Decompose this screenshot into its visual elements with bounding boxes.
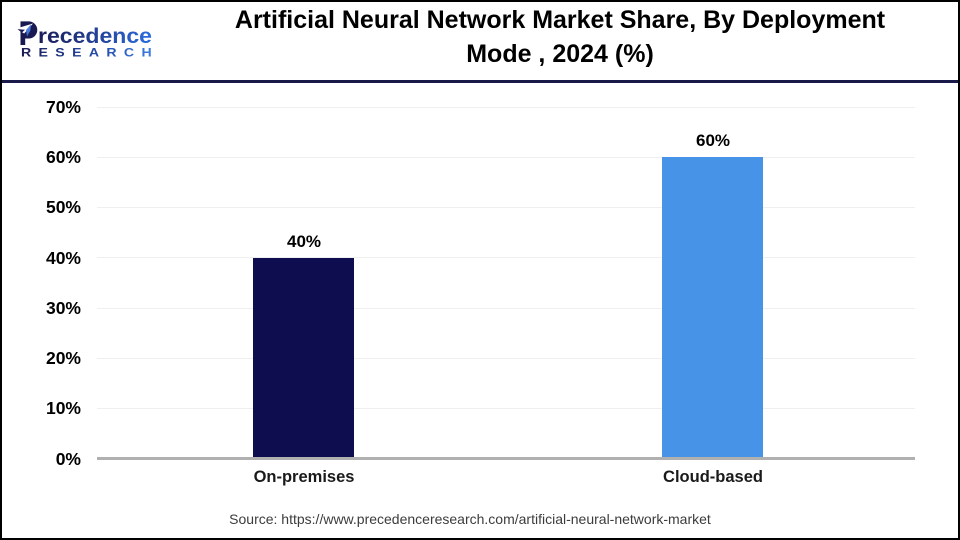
svg-text:RESEARCH: RESEARCH: [21, 48, 158, 60]
svg-text:recedence: recedence: [38, 25, 152, 48]
